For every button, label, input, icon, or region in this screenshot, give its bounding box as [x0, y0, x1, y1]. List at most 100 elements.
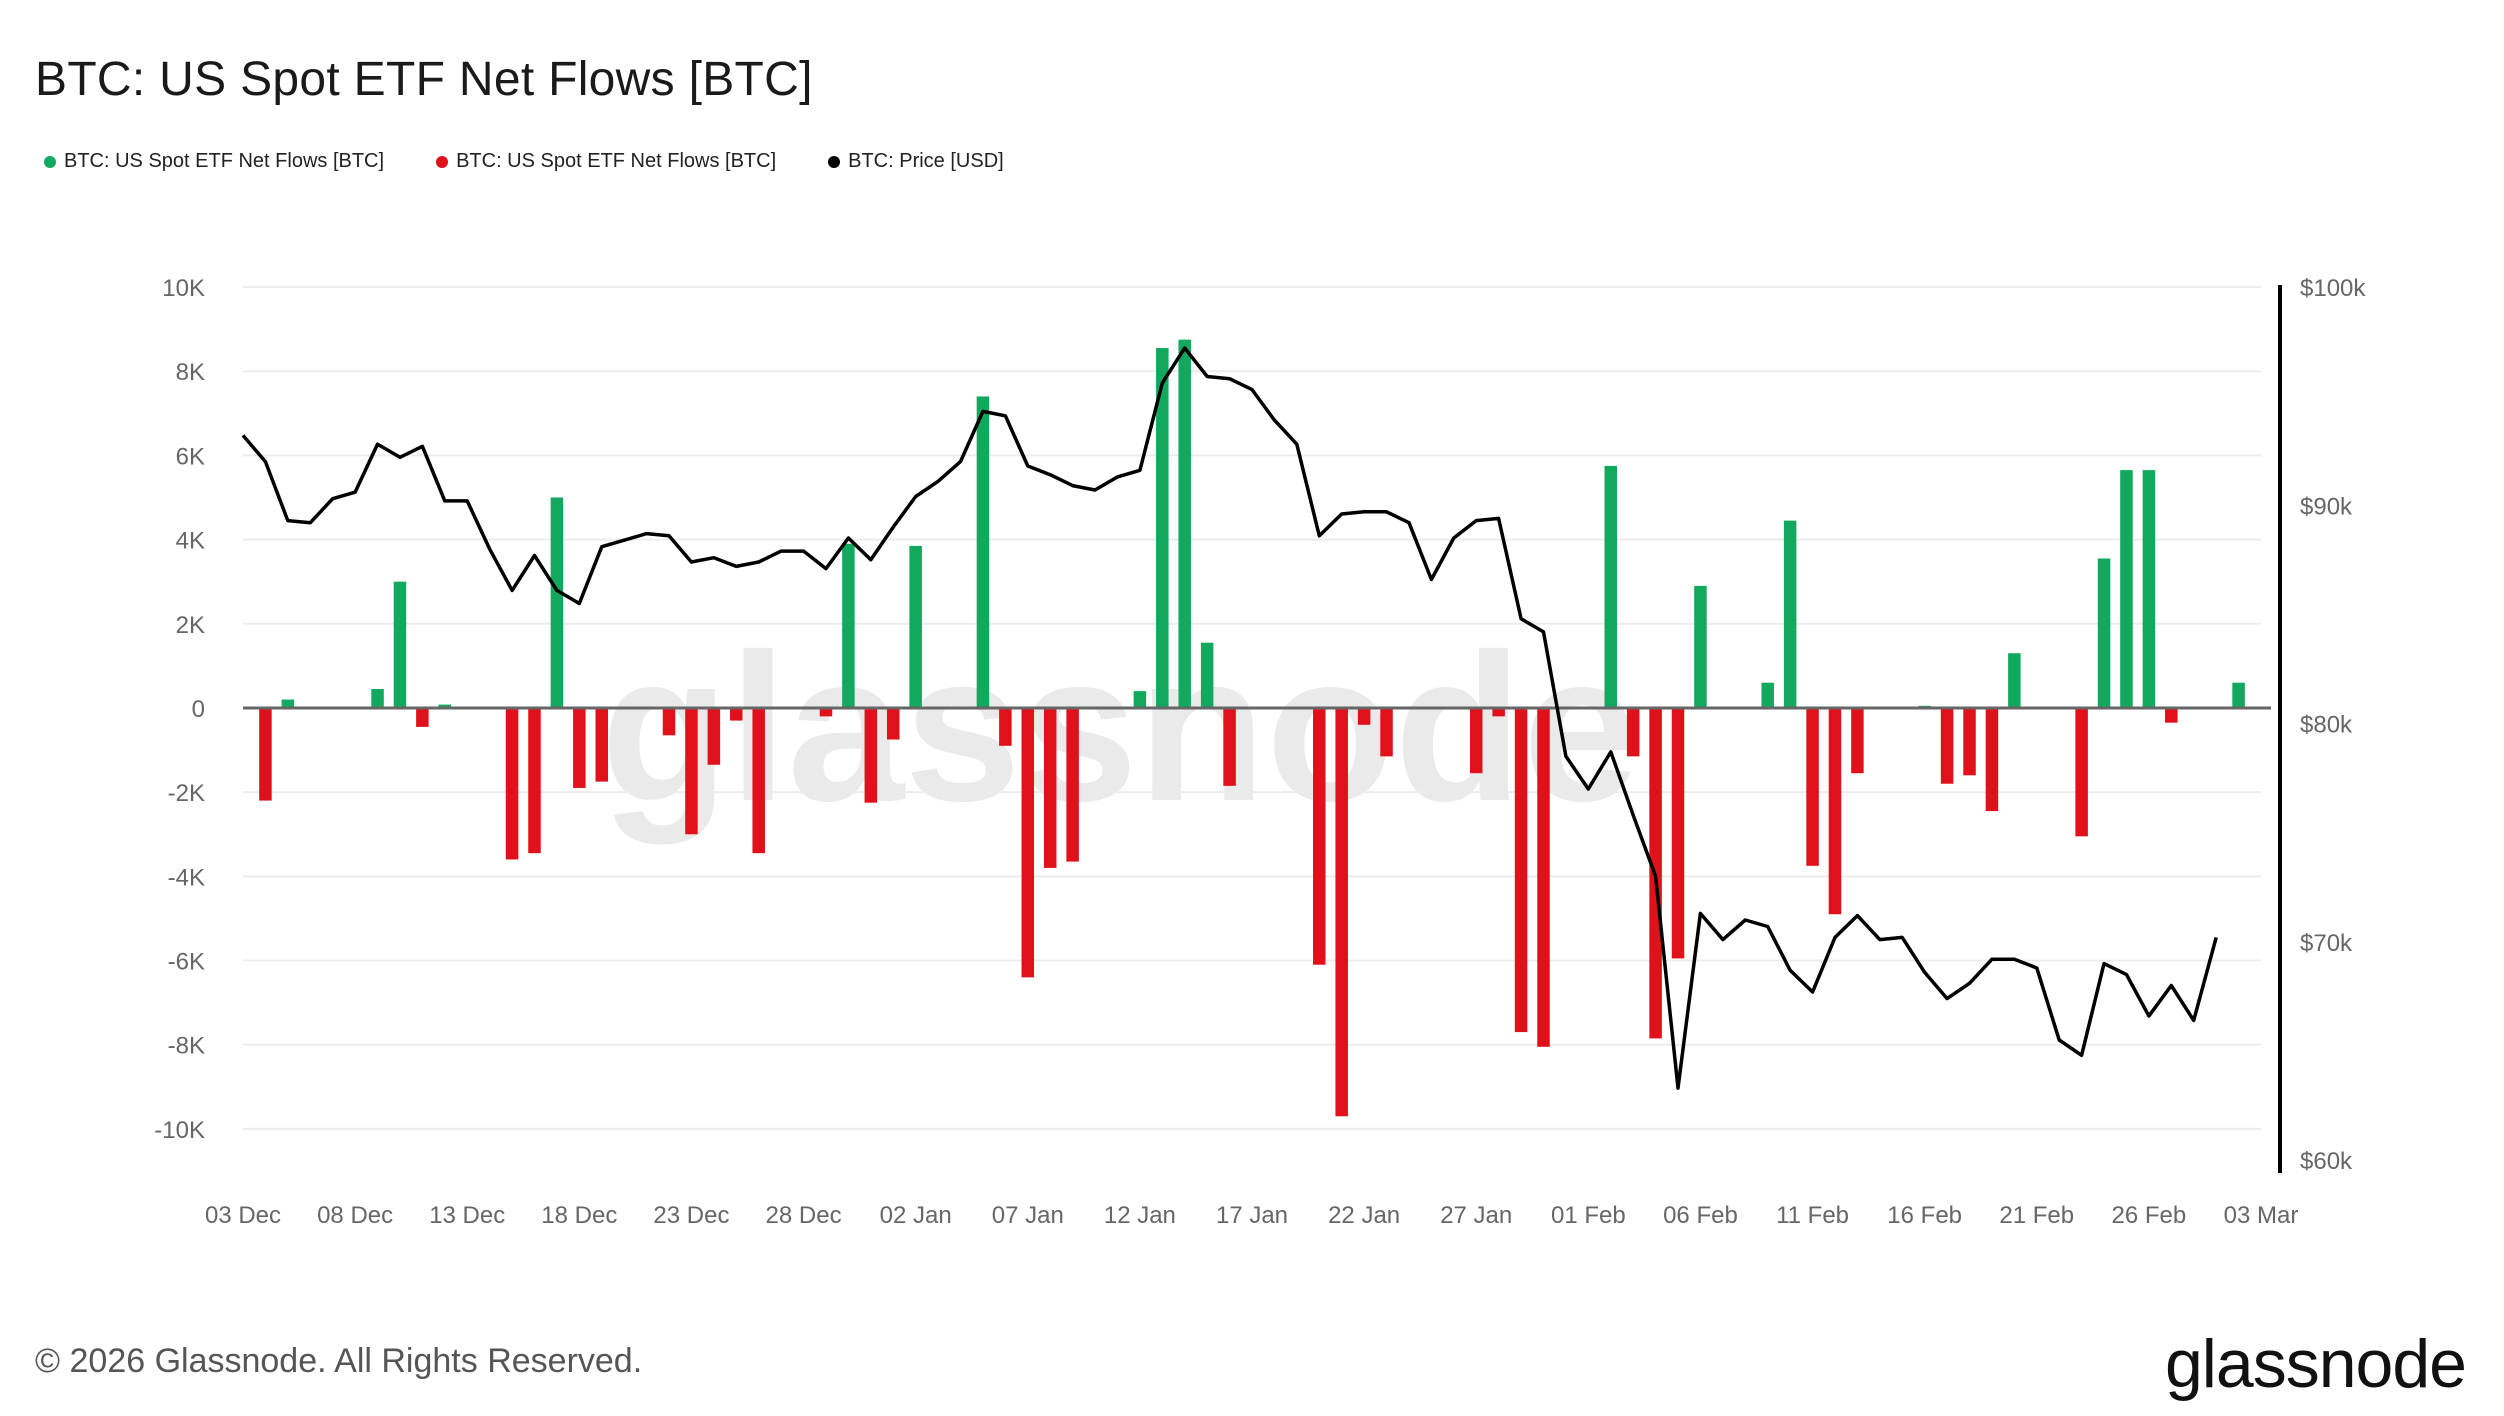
- footer-copyright: © 2026 Glassnode. All Rights Reserved.: [35, 1342, 643, 1380]
- legend-dot-red: [436, 155, 449, 168]
- outflow-bar: [1985, 707, 1999, 812]
- outflow-bar: [1313, 707, 1326, 965]
- inflow-bar: [371, 689, 384, 708]
- inflow-bar: [281, 699, 295, 708]
- right-tick-label: $70k: [2300, 930, 2353, 957]
- x-tick-label: 17 Jan: [1216, 1202, 1288, 1229]
- outflow-bar: [528, 707, 541, 854]
- legend-item-price[interactable]: BTC: Price [USD]: [828, 150, 1004, 173]
- legend-dot-black: [828, 155, 841, 168]
- outflow-bar: [1335, 707, 1348, 1117]
- outflow-bar: [595, 707, 609, 782]
- left-tick-label: 6K: [176, 443, 205, 470]
- x-tick-label: 12 Jan: [1104, 1202, 1176, 1229]
- left-tick-label: 0: [192, 696, 205, 723]
- inflow-bar: [976, 396, 990, 708]
- inflow-bar: [1694, 585, 1707, 708]
- x-tick-label: 27 Jan: [1440, 1202, 1512, 1229]
- x-tick-label: 23 Dec: [653, 1202, 729, 1229]
- inflow-bar: [438, 704, 452, 708]
- outflow-bar: [1806, 707, 1819, 866]
- x-tick-label: 11 Feb: [1776, 1202, 1849, 1229]
- outflow-bar: [259, 707, 272, 801]
- outflow-bar: [1671, 707, 1685, 959]
- outflow-bar: [1223, 707, 1236, 786]
- right-tick-label: $60k: [2300, 1148, 2353, 1175]
- right-tick-label: $100k: [2300, 275, 2366, 302]
- x-tick-label: 01 Feb: [1551, 1202, 1626, 1229]
- legend-label-inflows: BTC: US Spot ETF Net Flows [BTC]: [64, 150, 385, 172]
- outflow-bar: [1492, 707, 1505, 717]
- x-tick-label: 13 Dec: [429, 1202, 505, 1229]
- outflow-bar: [573, 707, 586, 788]
- outflow-bar: [1380, 707, 1393, 757]
- legend: BTC: US Spot ETF Net Flows [BTC] BTC: US…: [44, 150, 1004, 173]
- inflow-bar: [1156, 348, 1169, 708]
- inflow-bar: [1200, 642, 1214, 708]
- outflow-bar: [2165, 707, 2178, 723]
- left-tick-label: 4K: [176, 528, 205, 555]
- legend-label-price: BTC: Price [USD]: [848, 150, 1004, 172]
- right-tick-label: $90k: [2300, 493, 2353, 520]
- outflow-bar: [1066, 707, 1079, 862]
- outflow-bar: [1851, 707, 1864, 774]
- x-axis-ticks: 03 Dec 08 Dec 13 Dec 18 Dec 23 Dec 28 Dec 02 J…: [205, 1202, 2298, 1229]
- inflow-bar: [393, 581, 407, 708]
- inflow-bar: [2120, 470, 2133, 708]
- left-tick-label: -10K: [154, 1117, 205, 1144]
- legend-item-inflows[interactable]: BTC: US Spot ETF Net Flows [BTC]: [44, 150, 384, 173]
- inflow-bar: [1133, 691, 1147, 708]
- inflow-bar: [1178, 339, 1191, 708]
- left-tick-label: 8K: [176, 359, 205, 386]
- x-tick-label: 28 Dec: [766, 1202, 842, 1229]
- outflow-bar: [1940, 707, 1954, 784]
- inflow-bar: [2142, 470, 2156, 708]
- inflow-bar: [1604, 465, 1618, 708]
- x-tick-label: 16 Feb: [1887, 1202, 1962, 1229]
- gridlines: [243, 286, 2261, 1130]
- left-tick-label: -4K: [168, 864, 205, 891]
- inflow-bar: [550, 497, 564, 708]
- outflow-bar: [685, 707, 698, 835]
- legend-item-outflows[interactable]: BTC: US Spot ETF Net Flows [BTC]: [436, 150, 776, 173]
- watermark: glassnode: [601, 610, 1640, 845]
- left-tick-label: -8K: [168, 1033, 205, 1060]
- left-tick-label: -2K: [168, 780, 205, 807]
- x-tick-label: 22 Jan: [1328, 1202, 1400, 1229]
- inflow-bar: [2232, 682, 2245, 708]
- price-line: [241, 346, 2218, 1090]
- inflow-bar: [909, 545, 922, 708]
- outflow-bar: [2075, 707, 2088, 837]
- left-tick-label: 2K: [176, 612, 205, 639]
- legend-dot-green: [44, 155, 56, 168]
- outflow-bar: [752, 707, 765, 854]
- inflow-bar: [1783, 520, 1797, 708]
- x-tick-label: 21 Feb: [1999, 1202, 2074, 1229]
- chart-title: BTC: US Spot ETF Net Flows [BTC]: [35, 53, 813, 106]
- outflow-bar: [886, 707, 900, 740]
- outflow-bar: [1514, 707, 1528, 1033]
- x-tick-label: 08 Dec: [317, 1202, 393, 1229]
- outflow-bar: [999, 707, 1012, 746]
- x-tick-label: 03 Mar: [2224, 1202, 2299, 1229]
- outflow-bar: [864, 707, 878, 803]
- glassnode-logo[interactable]: glassnode: [2164, 1326, 2467, 1402]
- x-tick-label: 26 Feb: [2112, 1202, 2187, 1229]
- outflow-bar: [707, 707, 721, 765]
- bars: [259, 339, 2245, 1117]
- x-tick-label: 07 Jan: [992, 1202, 1064, 1229]
- outflow-bar: [1021, 707, 1035, 978]
- inflow-bar: [842, 543, 855, 708]
- outflow-bar: [1963, 707, 1976, 776]
- left-axis-ticks: 10K 8K 6K 4K 2K 0 -2K -4K -6K -8K -10K: [154, 275, 205, 1144]
- x-tick-label: 02 Jan: [880, 1202, 952, 1229]
- right-axis-ticks: $100k $90k $80k $70k $60k: [2300, 275, 2366, 1175]
- inflow-bar: [2097, 558, 2111, 708]
- outflow-bar: [1469, 707, 1483, 774]
- right-tick-label: $80k: [2300, 712, 2353, 739]
- inflow-bar: [1761, 682, 1774, 708]
- outflow-bar: [416, 707, 429, 727]
- outflow-bar: [1043, 707, 1057, 868]
- outflow-bar: [1626, 707, 1640, 757]
